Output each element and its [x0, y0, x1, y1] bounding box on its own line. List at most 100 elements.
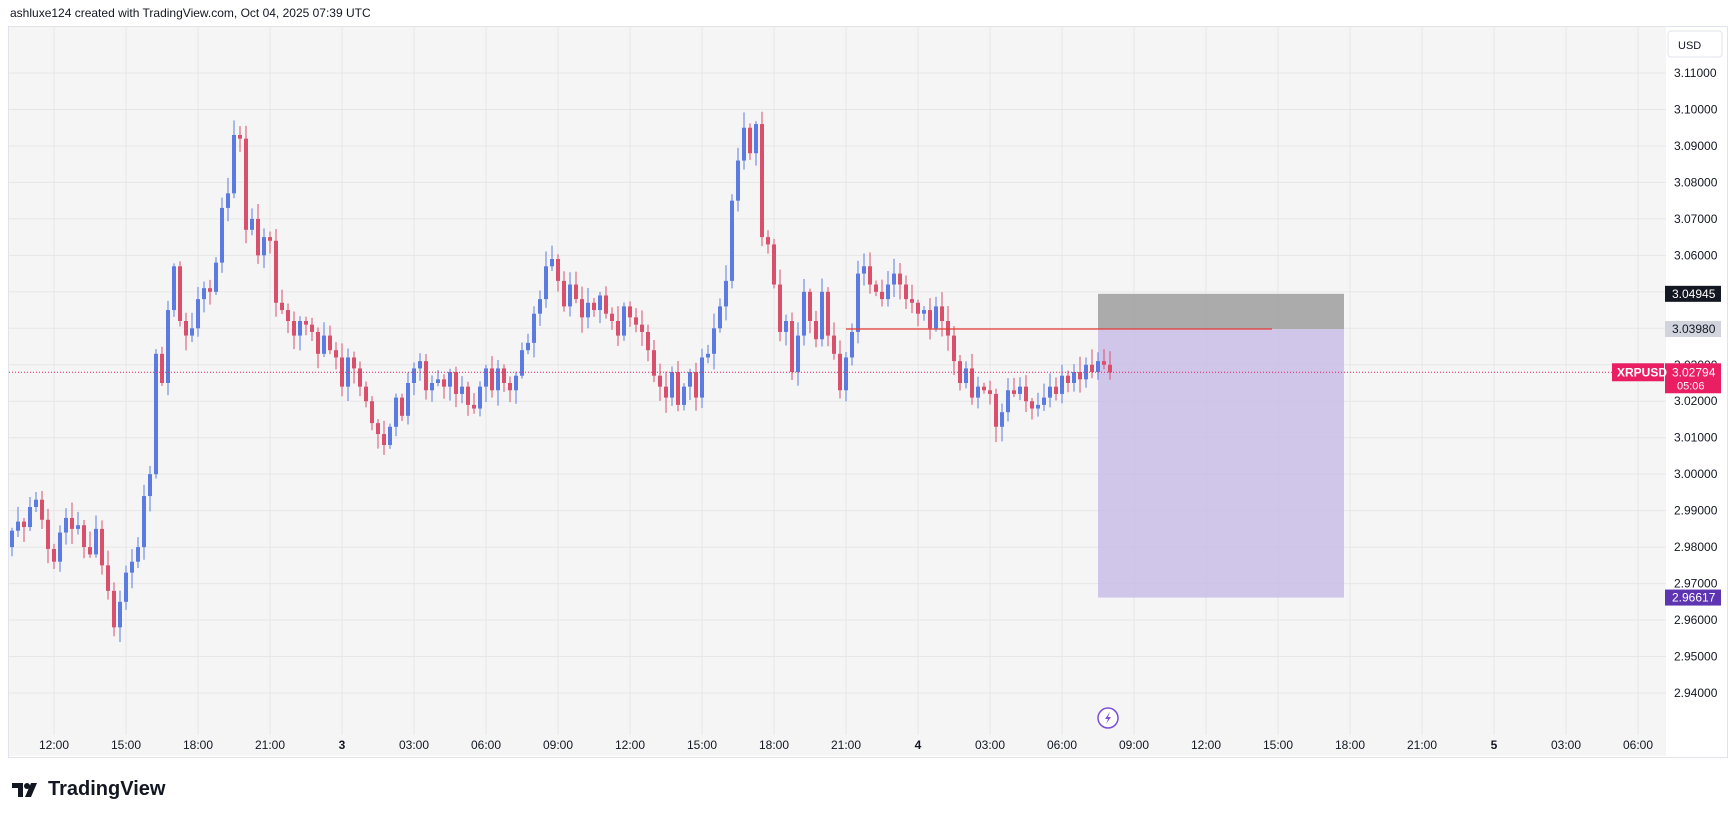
candle	[622, 302, 626, 341]
candle-body	[514, 375, 518, 391]
candle-body	[694, 372, 698, 398]
candle-body	[436, 379, 440, 383]
candle	[154, 349, 158, 479]
candle	[952, 325, 956, 376]
candle-body	[112, 590, 116, 628]
candle	[850, 323, 854, 366]
candle	[124, 565, 128, 610]
candle-body	[700, 357, 704, 398]
candle	[160, 346, 164, 386]
candle-body	[742, 127, 746, 161]
candle	[454, 366, 458, 408]
candle-body	[184, 321, 188, 336]
take-profit-zone[interactable]	[1098, 329, 1344, 598]
candle-body	[532, 313, 536, 343]
stop-loss-zone[interactable]	[1098, 293, 1344, 330]
candle-body	[178, 266, 182, 321]
candle	[610, 307, 614, 330]
candle-body	[106, 565, 110, 591]
x-tick-label: 21:00	[255, 738, 285, 752]
candle	[448, 368, 452, 401]
candle-body	[76, 525, 80, 529]
candle-body	[424, 361, 428, 391]
candle	[412, 362, 416, 396]
countdown-label: 05:06	[1677, 380, 1705, 392]
x-tick-label: 15:00	[111, 738, 141, 752]
candle-body	[40, 499, 44, 520]
candle	[976, 376, 980, 409]
candle	[706, 344, 710, 364]
candle	[580, 286, 584, 333]
candle	[586, 288, 590, 329]
chart-plot-area	[9, 27, 1666, 756]
candle-body	[334, 350, 338, 358]
candle	[70, 502, 74, 544]
candle-body	[1108, 364, 1112, 373]
candle	[844, 352, 848, 402]
candle	[442, 374, 446, 399]
candle	[1036, 392, 1040, 417]
y-tick-label: 3.09000	[1674, 139, 1718, 153]
candle-body	[442, 379, 446, 387]
candle-body	[412, 368, 416, 383]
candle-body	[1018, 386, 1022, 394]
candle-body	[400, 397, 404, 416]
price-chart[interactable]: 3.11000 3.10000 3.09000 3.08000 3.07000 3.060…	[0, 0, 1736, 770]
x-tick-label: 12:00	[615, 738, 645, 752]
currency-selector[interactable]: USD	[1667, 30, 1723, 58]
candle	[898, 262, 902, 300]
candle	[1096, 352, 1100, 380]
position-tool[interactable]	[1098, 293, 1344, 598]
candle-body	[712, 328, 716, 354]
candle	[568, 272, 572, 317]
candle	[424, 354, 428, 400]
candle-body	[286, 310, 290, 321]
candle-body	[754, 124, 758, 154]
candle	[964, 361, 968, 389]
y-tick-label: 3.07000	[1674, 212, 1718, 226]
candle-body	[586, 302, 590, 318]
candle-body	[358, 368, 362, 387]
candle-body	[970, 368, 974, 398]
candle	[1072, 364, 1076, 392]
lightning-icon[interactable]	[1097, 707, 1119, 729]
candle	[418, 353, 422, 381]
candle-body	[244, 138, 248, 230]
candle-body	[466, 386, 470, 405]
candle	[430, 375, 434, 402]
candle-body	[130, 561, 134, 573]
candle-body	[1060, 375, 1064, 394]
candle	[310, 317, 314, 342]
candle-body	[922, 310, 926, 314]
candle	[280, 289, 284, 315]
candle	[304, 316, 308, 336]
candle	[40, 490, 44, 530]
candle	[250, 208, 254, 236]
candle	[778, 269, 782, 342]
candle-body	[454, 372, 458, 394]
candle-body	[118, 601, 122, 628]
candle-body	[808, 291, 812, 321]
candle	[16, 506, 20, 537]
candle	[244, 125, 248, 244]
candle-body	[568, 284, 572, 307]
symbol-tag	[1612, 363, 1664, 382]
candle-body	[58, 532, 62, 562]
x-tick-label: 09:00	[543, 738, 573, 752]
y-tick-label: 3.11000	[1674, 66, 1717, 80]
candle-body	[994, 393, 998, 427]
y-tick-label: 3.08000	[1674, 175, 1718, 189]
candle-body	[784, 321, 788, 332]
candle	[1000, 403, 1004, 442]
candle-body	[172, 266, 176, 311]
tradingview-logo[interactable]: TradingView	[12, 778, 165, 801]
candle-body	[844, 357, 848, 391]
candle	[928, 298, 932, 340]
candle-body	[544, 266, 548, 300]
candle-body	[778, 284, 782, 332]
candle	[1048, 373, 1052, 408]
candle-body	[382, 434, 386, 445]
price-axis[interactable]: 3.11000 3.10000 3.09000 3.08000 3.07000 3.060…	[1612, 66, 1721, 700]
time-axis[interactable]: 12:00 15:00 18:00 21:00 3 03:00 06:00 09:00 12:0…	[39, 738, 1653, 752]
candle	[658, 363, 662, 401]
